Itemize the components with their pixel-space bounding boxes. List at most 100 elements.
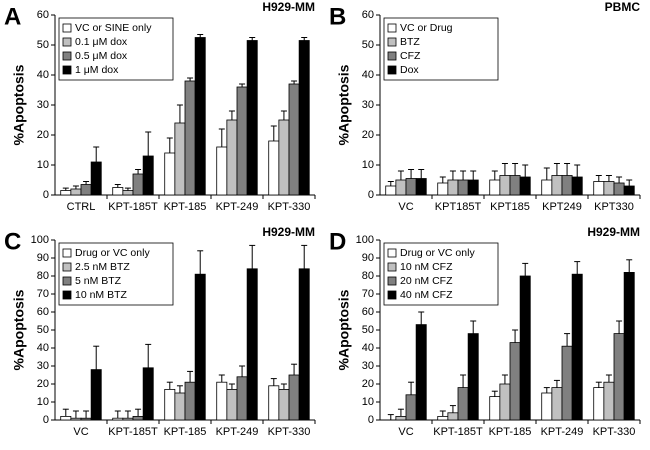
error-bar — [280, 383, 287, 390]
legend-label: 0.5 μM dox — [75, 50, 128, 62]
bar — [623, 272, 635, 421]
error-bar — [124, 187, 131, 191]
error-bar — [291, 80, 298, 84]
error-bar — [418, 169, 425, 179]
error-bar — [239, 83, 246, 87]
error-bar — [564, 333, 571, 347]
error-bar — [280, 110, 287, 120]
error-bar — [626, 179, 633, 186]
bar — [457, 387, 469, 421]
y-tick-label: 60 — [362, 306, 374, 318]
error-bar — [408, 169, 415, 179]
error-bar — [72, 410, 79, 419]
bar — [499, 383, 511, 421]
bar — [298, 40, 310, 196]
error-bar — [145, 131, 152, 156]
bar — [561, 175, 573, 196]
bar — [194, 273, 206, 421]
bar — [174, 122, 186, 196]
legend-swatch — [62, 262, 72, 272]
panel: B PBMC %Apoptosis 0 10 20 30 40 50 60 VC KPT185T KPT… — [329, 0, 641, 213]
bar — [164, 388, 176, 421]
y-tick-label: 70 — [362, 288, 374, 300]
y-tick-label: 30 — [362, 99, 374, 111]
bar — [467, 333, 479, 421]
y-tick-label: 0 — [43, 414, 49, 426]
x-tick-label: CTRL — [67, 201, 96, 213]
bar — [184, 381, 196, 421]
x-tick-label: KPT185 — [490, 201, 530, 213]
x-tick-label: KPT-330 — [593, 426, 636, 438]
bar — [288, 374, 300, 421]
error-bar — [176, 104, 183, 123]
error-bar — [83, 410, 90, 419]
panel: D H929-MM %Apoptosis 0 10 20 30 40 50 60 70 80 90 100… — [329, 225, 641, 438]
y-tick-label: 80 — [37, 270, 49, 282]
error-bar — [543, 167, 550, 180]
y-tick-label: 90 — [362, 252, 374, 264]
bar — [298, 268, 310, 421]
y-axis-label: %Apoptosis — [336, 64, 352, 145]
y-tick-label: 0 — [43, 189, 49, 201]
x-tick-label: KPT-185T — [108, 426, 158, 438]
y-tick-label: 30 — [37, 360, 49, 372]
y-tick-label: 20 — [362, 378, 374, 390]
bar — [571, 176, 583, 196]
error-bar — [574, 164, 581, 177]
error-bar — [501, 374, 508, 384]
bar — [90, 369, 102, 421]
error-bar — [605, 374, 612, 383]
x-tick-label: KPT-330 — [268, 426, 311, 438]
error-bar — [83, 181, 90, 185]
legend-swatch — [62, 276, 72, 286]
error-bar — [470, 320, 477, 334]
bar — [603, 181, 615, 196]
y-tick-label: 40 — [37, 69, 49, 81]
y-tick-label: 20 — [37, 129, 49, 141]
x-tick-label: KPT-185T — [108, 201, 158, 213]
error-bar — [301, 37, 308, 41]
error-bar — [124, 410, 131, 419]
bar — [437, 182, 449, 196]
error-bar — [176, 385, 183, 393]
bar — [395, 179, 407, 196]
error-bar — [72, 185, 79, 189]
error-bar — [187, 370, 194, 383]
y-tick-label: 50 — [362, 324, 374, 336]
error-bar — [249, 37, 256, 41]
bar — [216, 146, 228, 196]
bar — [60, 190, 72, 196]
x-tick-label: KPT330 — [594, 201, 634, 213]
error-bar — [439, 410, 446, 417]
x-tick-label: KPT-249 — [216, 201, 259, 213]
legend: VC or SINE only 0.1 μM dox 0.5 μM dox 1 μM … — [58, 17, 174, 81]
bar — [571, 273, 583, 421]
bar — [561, 345, 573, 421]
bar — [70, 417, 82, 421]
y-tick-label: 0 — [368, 414, 374, 426]
bar — [142, 367, 154, 421]
y-tick-label: 60 — [37, 306, 49, 318]
bar — [194, 37, 206, 196]
bar — [541, 179, 553, 196]
legend-box — [58, 242, 174, 306]
y-tick-label: 20 — [362, 129, 374, 141]
bar — [593, 181, 605, 196]
bar — [122, 417, 134, 421]
legend-label: Dox — [400, 64, 419, 76]
panel: C H929-MM %Apoptosis 0 10 20 30 40 50 60 70 80 90 100… — [4, 225, 316, 438]
error-bar — [301, 244, 308, 269]
y-tick-label: 80 — [362, 270, 374, 282]
legend: Drug or VC only 2.5 nM BTZ 5 nM BTZ 10 nM B… — [58, 242, 174, 306]
legend-swatch — [387, 290, 397, 300]
x-tick-label: KPT-330 — [268, 201, 311, 213]
bar — [268, 385, 280, 421]
error-bar — [512, 329, 519, 343]
x-tick-label: VC — [398, 426, 413, 438]
legend-swatch — [387, 248, 397, 258]
error-bar — [553, 163, 560, 176]
legend-label: 10 nM CFZ — [400, 261, 453, 273]
error-bar — [62, 187, 69, 191]
error-bar — [197, 250, 204, 275]
